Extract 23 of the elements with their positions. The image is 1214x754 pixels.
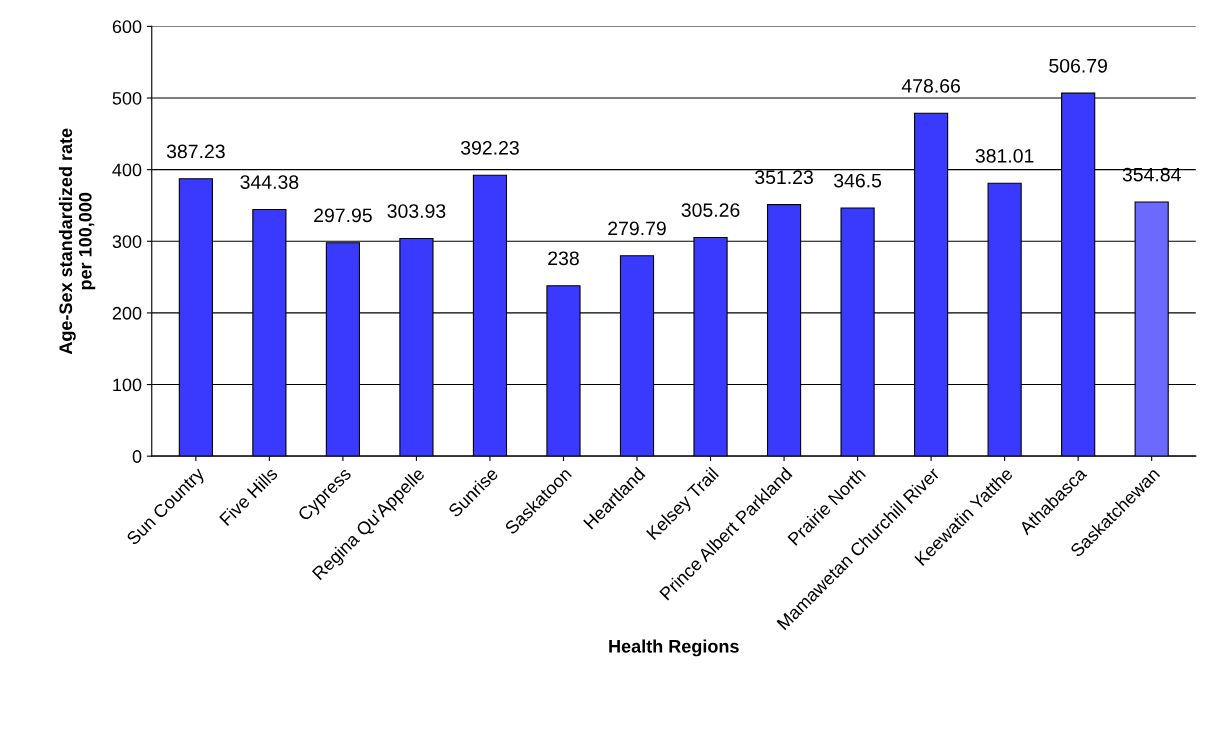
data-label: 506.79: [1049, 58, 1107, 73]
y-tick-label: 600: [112, 20, 142, 34]
data-label: 478.66: [901, 79, 960, 93]
y-tick-label: 100: [113, 378, 142, 392]
data-label: 344.38: [240, 175, 299, 189]
y-axis-title: Age-Sex standardized rate per 100,000: [58, 128, 96, 355]
data-label: 351.23: [755, 170, 813, 185]
data-label: 346.5: [833, 173, 882, 188]
x-axis-title: Health Regions: [609, 639, 739, 657]
data-label: 238: [548, 251, 579, 266]
data-label: 392.23: [460, 140, 519, 155]
data-label: 305.26: [681, 203, 740, 217]
data-label: 303.93: [387, 204, 446, 218]
data-label: 381.01: [975, 148, 1034, 163]
y-tick-label: 400: [112, 163, 142, 177]
data-label: 279.79: [608, 221, 666, 236]
data-label: 387.23: [166, 144, 225, 159]
y-tick-label: 500: [112, 91, 142, 105]
y-tick-label: 200: [112, 306, 142, 320]
data-label: 297.95: [314, 208, 372, 223]
x-tick-label: Five Hills: [218, 466, 279, 526]
y-tick-label: 300: [112, 235, 142, 248]
y-tick-label: 0: [132, 450, 142, 463]
